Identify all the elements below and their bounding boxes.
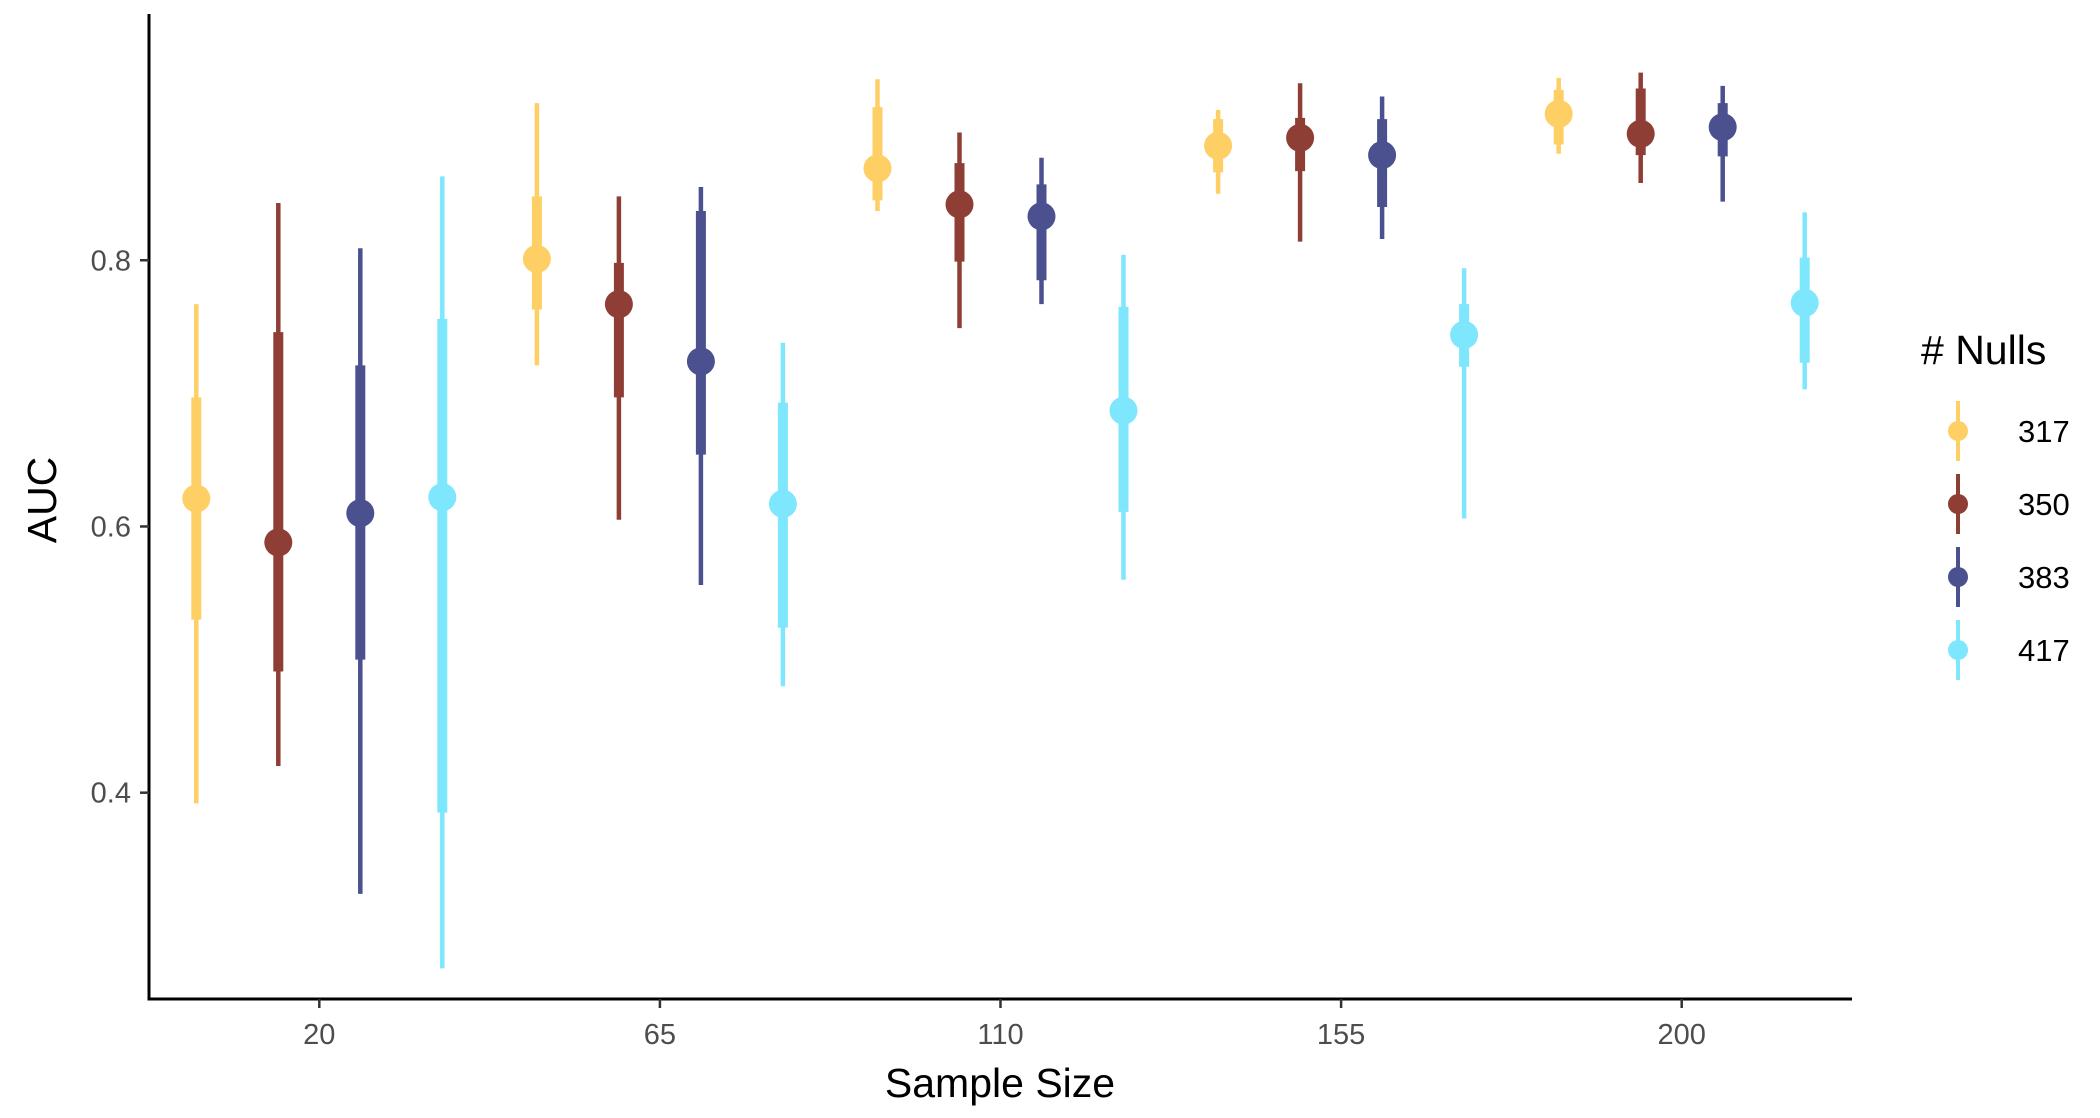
x-axis-title: Sample Size (885, 1060, 1115, 1106)
median-point (264, 528, 293, 557)
median-point (1204, 131, 1233, 160)
x-tick-label: 155 (1317, 1019, 1365, 1051)
chart-marks (182, 72, 1819, 969)
legend-key-point (1948, 640, 1968, 660)
legend-label: 317 (2018, 414, 2070, 449)
y-tick-label: 0.6 (91, 511, 131, 543)
y-tick-label: 0.4 (91, 778, 131, 810)
series-383 (346, 85, 1737, 894)
legend-item-417: 417 (1948, 620, 2070, 680)
series-350 (264, 72, 1655, 767)
median-point (182, 484, 211, 513)
legend-label: 383 (2018, 560, 2070, 595)
median-point (1286, 123, 1315, 152)
legend-label: 350 (2018, 487, 2070, 522)
legend-key-point (1948, 567, 1968, 587)
x-axis-ticks: 20 65 110 155 200 (303, 999, 1706, 1051)
median-point (1626, 119, 1655, 148)
median-point (1450, 320, 1479, 349)
x-tick-label: 65 (644, 1019, 676, 1051)
x-tick-label: 200 (1658, 1019, 1706, 1051)
median-point (686, 347, 715, 376)
series-317 (182, 77, 1573, 804)
legend-title: # Nulls (1921, 327, 2046, 373)
median-point (1708, 113, 1737, 142)
series-417 (428, 176, 1819, 969)
x-tick-label: 110 (977, 1019, 1023, 1051)
median-point (863, 154, 892, 183)
median-point (1109, 396, 1138, 425)
legend-key-point (1948, 494, 1968, 514)
median-point (1368, 141, 1397, 170)
legend-key-point (1948, 421, 1968, 441)
legend-item-317: 317 (1948, 401, 2070, 461)
median-point (1790, 288, 1819, 317)
y-axis-title: AUC (19, 457, 65, 544)
y-axis-ticks: 0.4 0.6 0.8 (91, 245, 149, 810)
median-point (1544, 99, 1573, 128)
median-point (522, 244, 551, 273)
legend-item-383: 383 (1948, 547, 2070, 607)
median-point (428, 483, 457, 512)
legend-item-350: 350 (1948, 474, 2070, 534)
x-tick-label: 20 (303, 1019, 335, 1051)
median-point (346, 499, 375, 528)
median-point (604, 290, 633, 319)
median-point (768, 489, 797, 518)
legend: # Nulls 317 350 383 417 (1921, 327, 2070, 680)
y-tick-label: 0.8 (91, 245, 131, 277)
legend-label: 417 (2018, 633, 2070, 668)
median-point (945, 190, 974, 219)
median-point (1027, 202, 1056, 231)
